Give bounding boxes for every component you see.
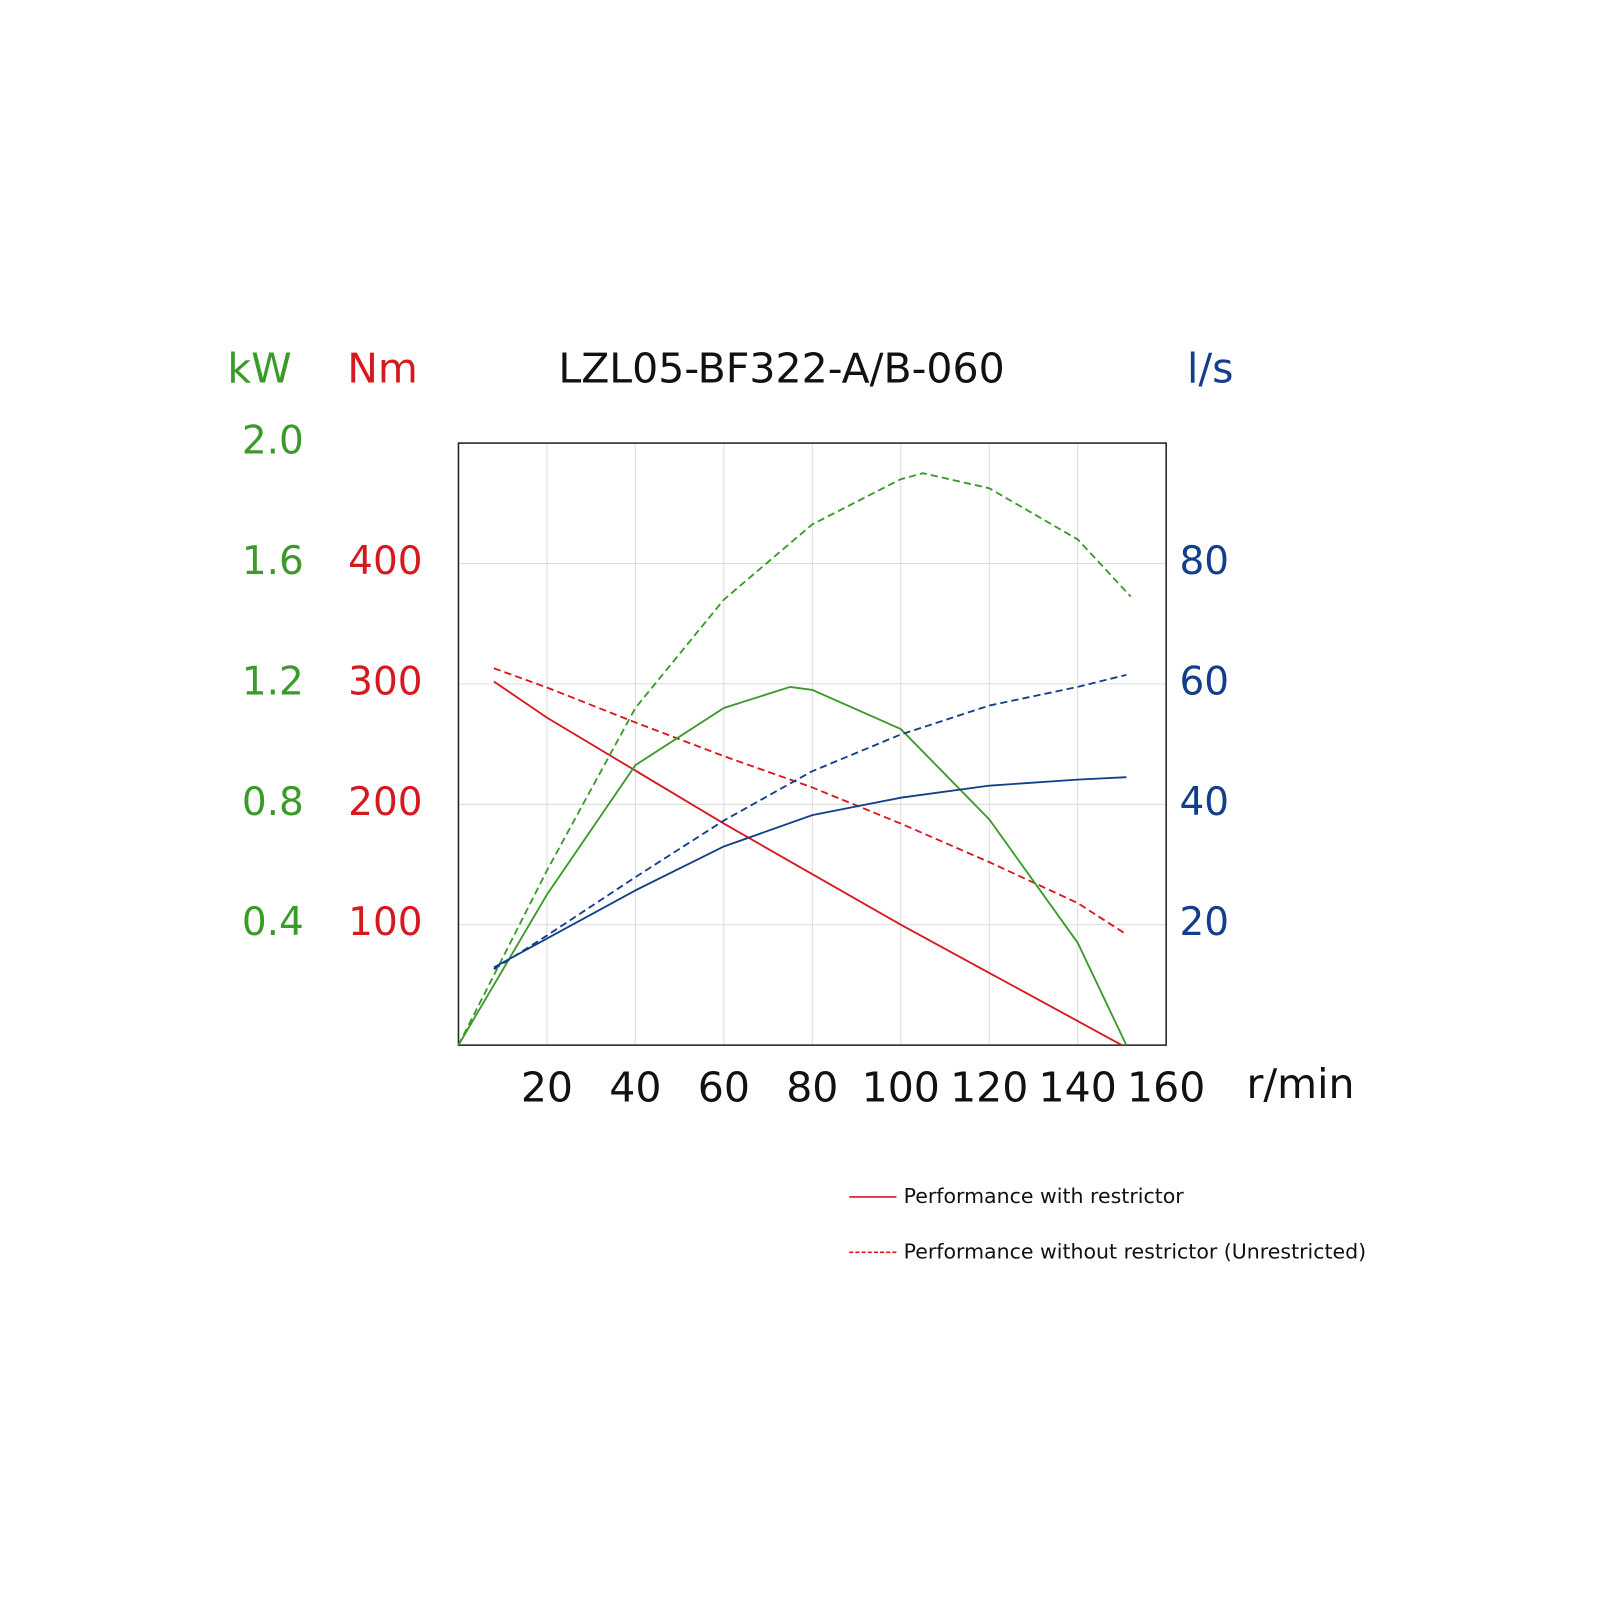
series-line	[493, 667, 1127, 936]
series-line	[493, 680, 1123, 1046]
chart-title: LZL05-BF322-A/B-060	[558, 344, 1004, 392]
series-line	[493, 673, 1127, 971]
x-tick-label: 100	[862, 1063, 940, 1111]
x-tick-label: 160	[1127, 1063, 1205, 1111]
legend-label: Performance without restrictor (Unrestri…	[904, 1239, 1367, 1263]
y-tick-label: 40	[1179, 780, 1229, 825]
y-tick-label: 400	[348, 539, 422, 584]
y-axis-label: Nm	[347, 344, 418, 392]
y-tick-label: 60	[1179, 659, 1229, 704]
y-tick-label: 200	[348, 780, 422, 825]
x-tick-label: 80	[786, 1063, 838, 1111]
plot-border	[457, 442, 1167, 1046]
x-tick-label: 140	[1039, 1063, 1117, 1111]
legend-label: Performance with restrictor	[904, 1184, 1185, 1208]
x-tick-label: 120	[950, 1063, 1028, 1111]
y-tick-label: 2.0	[242, 419, 304, 464]
y-tick-label: 20	[1179, 900, 1229, 945]
y-tick-label: 1.6	[242, 539, 304, 584]
x-tick-label: 40	[609, 1063, 661, 1111]
x-axis-label: r/min	[1246, 1060, 1354, 1108]
y-axis-label: kW	[227, 344, 291, 392]
y-tick-label: 100	[348, 900, 422, 945]
x-tick-label: 60	[698, 1063, 750, 1111]
series-line	[457, 472, 1132, 1046]
y-tick-label: 0.8	[242, 780, 304, 825]
x-tick-label: 20	[521, 1063, 573, 1111]
y-tick-label: 0.4	[242, 900, 304, 945]
series-line	[457, 685, 1128, 1046]
y-tick-label: 300	[348, 659, 422, 704]
y-tick-label: 1.2	[242, 659, 304, 704]
y-tick-label: 80	[1179, 539, 1229, 584]
y-axis-label: l/s	[1187, 344, 1234, 392]
series-line	[493, 776, 1127, 969]
